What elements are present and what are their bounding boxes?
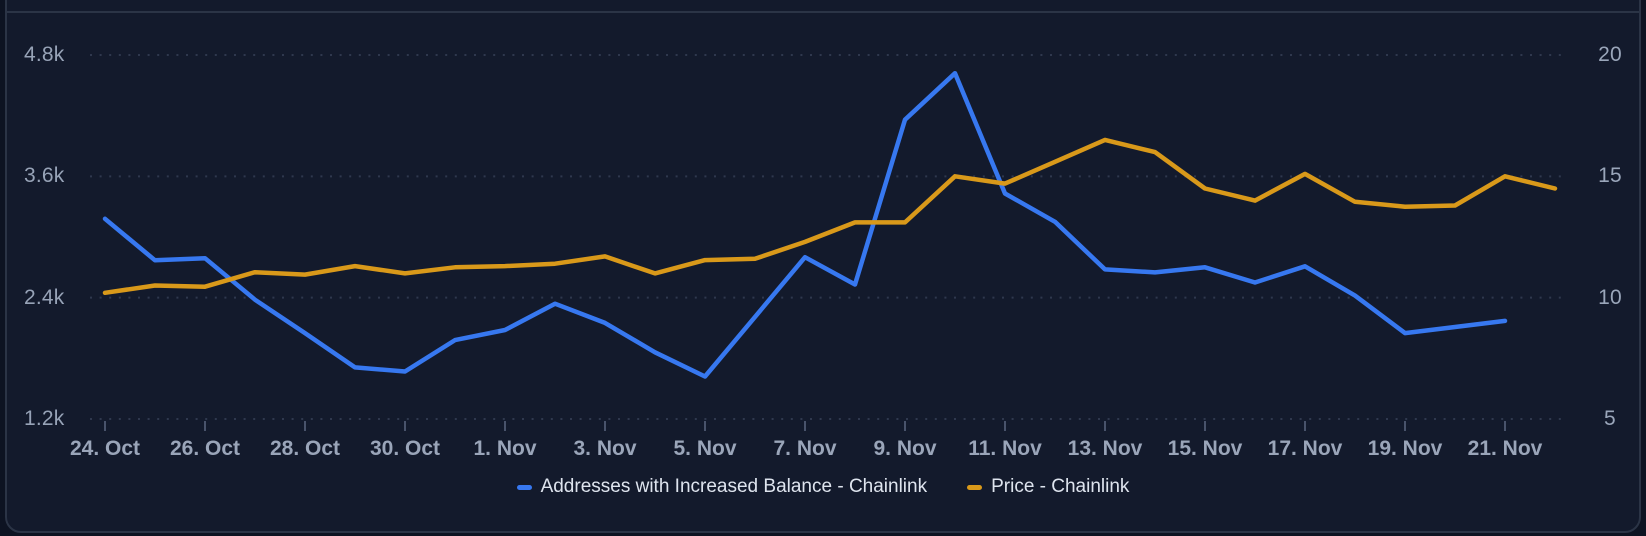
legend-marker-addresses-icon xyxy=(516,484,532,490)
x-axis-tick-label: 26. Oct xyxy=(169,437,241,460)
x-axis-tick-label: 17. Nov xyxy=(1267,437,1343,460)
x-axis-tick-label: 28. Oct xyxy=(269,437,341,460)
left-axis-tick-label: 1.2k xyxy=(24,407,65,430)
x-axis-tick-label: 13. Nov xyxy=(1067,437,1143,460)
x-axis-tick-label: 9. Nov xyxy=(873,437,937,460)
legend-item-addresses[interactable]: Addresses with Increased Balance - Chain… xyxy=(516,475,928,499)
x-axis-tick-label: 5. Nov xyxy=(673,437,737,460)
x-axis-tick-label: 30. Oct xyxy=(369,437,441,460)
x-axis-tick-label: 15. Nov xyxy=(1167,437,1243,460)
right-axis-tick-label: 10 xyxy=(1598,285,1622,309)
right-axis-tick-label: 15 xyxy=(1598,164,1622,188)
legend-label-addresses: Addresses with Increased Balance - Chain… xyxy=(540,476,928,497)
x-axis: 24. Oct 26. Oct 28. Oct 30. Oct 1. Nov 3. Nov… xyxy=(0,436,1646,462)
legend: Addresses with Increased Balance - Chain… xyxy=(0,473,1646,501)
x-axis-tick-label: 24. Oct xyxy=(69,437,141,460)
x-axis-tick-label: 1. Nov xyxy=(473,437,537,460)
x-axis-tick-label: 3. Nov xyxy=(573,437,637,460)
x-axis-tick-label: 7. Nov xyxy=(773,437,837,460)
legend-marker-price-icon xyxy=(967,484,983,490)
series-line-price[interactable] xyxy=(102,137,1558,296)
card-top-divider xyxy=(7,11,1639,13)
x-axis-tick-label: 19. Nov xyxy=(1367,437,1443,460)
right-axis-tick-label: 20 xyxy=(1598,43,1622,66)
right-axis-tick-label: 5 xyxy=(1604,407,1616,430)
series-line-addresses[interactable] xyxy=(102,70,1508,379)
legend-label-price: Price - Chainlink xyxy=(991,476,1130,497)
legend-item-price[interactable]: Price - Chainlink xyxy=(967,475,1129,499)
left-axis-tick-label: 4.8k xyxy=(24,43,65,66)
left-axis-tick-label: 3.6k xyxy=(24,164,65,188)
x-axis-tick-label: 21. Nov xyxy=(1467,437,1543,460)
x-axis-tick-label: 11. Nov xyxy=(968,437,1042,460)
left-axis-tick-label: 2.4k xyxy=(24,285,65,309)
